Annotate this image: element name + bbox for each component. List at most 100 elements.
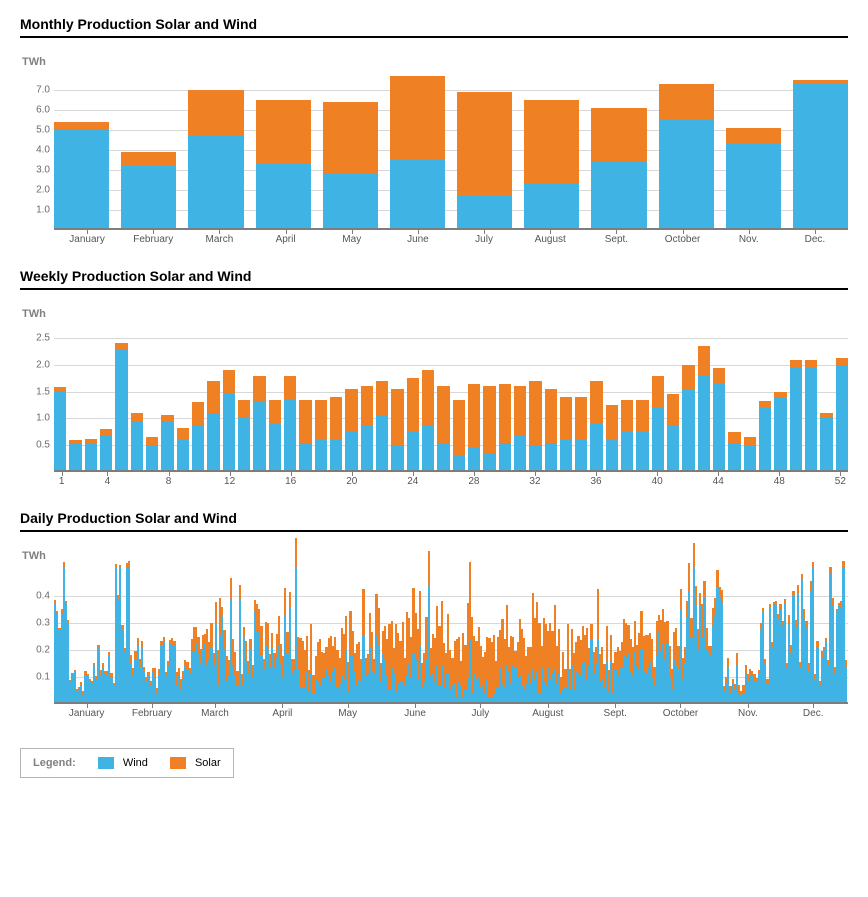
bar: [54, 387, 66, 472]
x-tick-label: 16: [285, 476, 296, 487]
bar: [188, 90, 243, 230]
bar: [323, 102, 378, 230]
bar: [667, 394, 679, 472]
x-tick-label: July: [471, 708, 489, 719]
bar: [407, 378, 419, 472]
x-tick-label: Nov.: [738, 708, 758, 719]
bar: [330, 397, 342, 472]
bar: [636, 400, 648, 472]
bar: [682, 365, 694, 472]
y-tick-label: 0.1: [36, 672, 50, 683]
daily-panel: Daily Production Solar and Wind TWh 0.10…: [20, 504, 848, 726]
x-tick-label: 40: [652, 476, 663, 487]
bar: [457, 92, 512, 230]
bar: [483, 386, 495, 472]
bar: [361, 386, 373, 472]
bar: [54, 122, 109, 230]
x-tick-label: February: [133, 234, 173, 245]
x-tick-label: October: [663, 708, 699, 719]
legend-label-wind: Wind: [123, 757, 148, 769]
bar: [131, 413, 143, 472]
weekly-chart: 0.51.01.52.02.51481216202428323640444852: [20, 322, 848, 494]
x-tick-label: October: [665, 234, 701, 245]
bar: [284, 376, 296, 472]
y-tick-label: 2.5: [36, 333, 50, 344]
solar-swatch: [170, 757, 186, 769]
x-tick-label: February: [132, 708, 172, 719]
weekly-unit: TWh: [22, 308, 848, 320]
x-tick-label: Sept.: [605, 234, 628, 245]
y-tick-label: 0.5: [36, 440, 50, 451]
x-tick-label: April: [272, 708, 292, 719]
legend-title: Legend:: [33, 757, 76, 769]
x-tick-label: 48: [774, 476, 785, 487]
y-tick-label: 0.4: [36, 591, 50, 602]
x-tick-label: 28: [468, 476, 479, 487]
bar: [253, 376, 265, 472]
bar: [223, 370, 235, 472]
bar: [468, 384, 480, 472]
x-tick-label: July: [475, 234, 493, 245]
x-tick-label: August: [535, 234, 566, 245]
bar: [161, 415, 173, 472]
x-tick-label: March: [201, 708, 229, 719]
bar: [100, 429, 112, 472]
bar: [590, 381, 602, 472]
bar: [726, 128, 781, 230]
bar: [207, 381, 219, 472]
bar: [759, 401, 771, 472]
bar: [836, 358, 848, 472]
y-tick-label: 3.0: [36, 165, 50, 176]
bar: [269, 400, 281, 472]
legend-label-solar: Solar: [195, 757, 221, 769]
monthly-panel: Monthly Production Solar and Wind TWh 1.…: [20, 10, 848, 252]
bar: [529, 381, 541, 472]
x-tick-label: April: [276, 234, 296, 245]
x-tick-label: May: [342, 234, 361, 245]
bar: [121, 152, 176, 230]
bar: [499, 384, 511, 472]
monthly-chart: 1.02.03.04.05.06.07.0JanuaryFebruaryMarc…: [20, 70, 848, 252]
y-tick-label: 2.0: [36, 359, 50, 370]
x-tick-label: Nov.: [739, 234, 759, 245]
y-tick-label: 4.0: [36, 145, 50, 156]
bar: [560, 397, 572, 472]
x-tick-label: January: [69, 708, 105, 719]
y-tick-label: 2.0: [36, 185, 50, 196]
x-tick-label: May: [338, 708, 357, 719]
bar: [177, 428, 189, 472]
bar: [524, 100, 579, 230]
y-tick-label: 1.0: [36, 413, 50, 424]
bar: [85, 439, 97, 472]
bar: [345, 389, 357, 472]
bar: [390, 76, 445, 230]
monthly-unit: TWh: [22, 56, 848, 68]
x-tick-label: June: [407, 234, 429, 245]
bar: [453, 400, 465, 472]
y-tick-label: 0.3: [36, 618, 50, 629]
x-tick-label: 24: [407, 476, 418, 487]
bar: [315, 400, 327, 472]
x-tick-label: August: [532, 708, 563, 719]
weekly-title: Weekly Production Solar and Wind: [20, 262, 848, 290]
bar: [744, 437, 756, 472]
bar: [606, 405, 618, 472]
y-tick-label: 0.2: [36, 645, 50, 656]
bar: [652, 376, 664, 472]
bar: [659, 84, 714, 230]
wind-swatch: [98, 757, 114, 769]
y-tick-label: 7.0: [36, 85, 50, 96]
bar: [376, 381, 388, 472]
daily-unit: TWh: [22, 550, 848, 562]
x-tick-label: March: [206, 234, 234, 245]
bar: [793, 80, 848, 230]
bar: [391, 389, 403, 472]
x-tick-label: 20: [346, 476, 357, 487]
bar: [146, 437, 158, 472]
bar: [545, 389, 557, 472]
x-tick-label: June: [404, 708, 426, 719]
bar: [713, 368, 725, 472]
legend-item-solar: Solar: [170, 757, 221, 769]
bar: [698, 346, 710, 472]
legend-item-wind: Wind: [98, 757, 148, 769]
